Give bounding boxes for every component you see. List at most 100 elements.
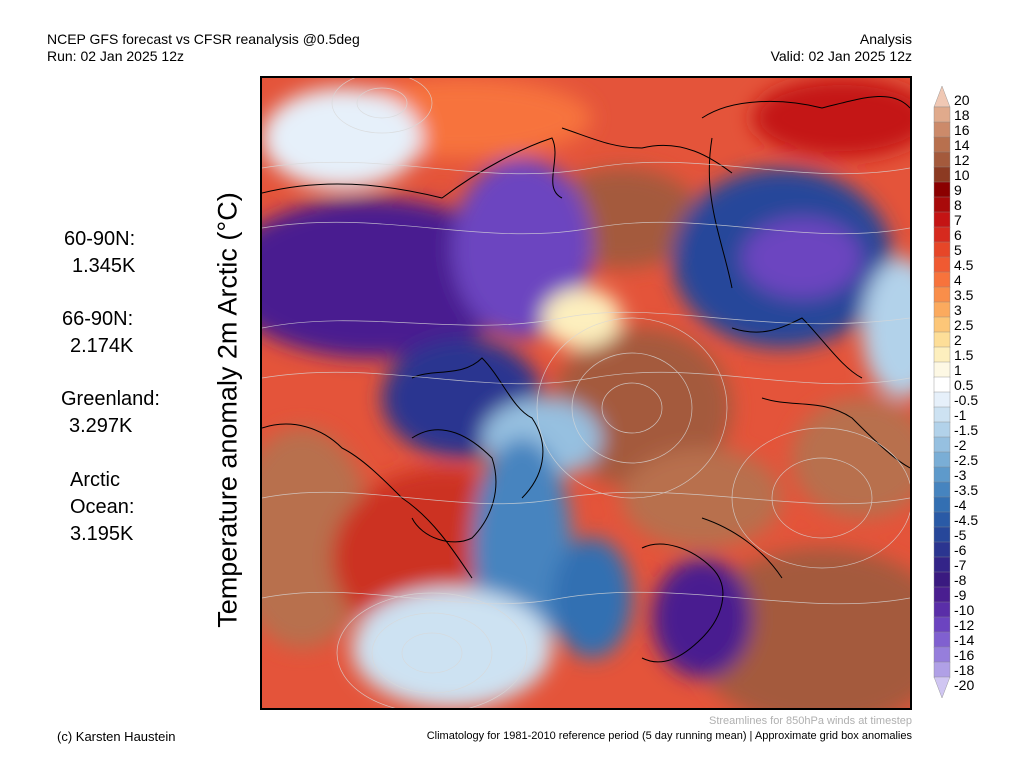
colorbar-swatch bbox=[933, 211, 951, 228]
stat-label: 60-90N: bbox=[64, 228, 136, 250]
colorbar-tick-label: 8 bbox=[954, 196, 962, 213]
colorbar-swatch bbox=[933, 661, 951, 678]
stat-66-90n: 66-90N: 2.174K bbox=[62, 306, 133, 360]
colorbar-swatch bbox=[933, 556, 951, 573]
colorbar-swatch bbox=[933, 241, 951, 258]
climatology-note: Climatology for 1981-2010 reference peri… bbox=[426, 730, 912, 742]
colorbar-swatch bbox=[933, 196, 951, 213]
run-time: Run: 02 Jan 2025 12z bbox=[47, 48, 184, 64]
stat-label: Greenland: bbox=[61, 388, 160, 410]
colorbar-tick-label: 2 bbox=[954, 331, 962, 348]
colorbar-swatch bbox=[933, 676, 951, 699]
colorbar-swatch bbox=[933, 376, 951, 393]
colorbar-tick-label: -3 bbox=[954, 466, 967, 483]
colorbar-tick-label: -4 bbox=[954, 496, 967, 513]
map-canvas bbox=[262, 78, 910, 708]
anomaly-field bbox=[262, 78, 910, 708]
map-title: NCEP GFS forecast vs CFSR reanalysis @0.… bbox=[47, 31, 360, 47]
stat-60-90n: 60-90N: 1.345K bbox=[64, 226, 135, 280]
colorbar-swatch bbox=[933, 436, 951, 453]
colorbar-swatch bbox=[933, 166, 951, 183]
colorbar-swatches bbox=[933, 85, 951, 699]
stat-label: Arctic bbox=[70, 469, 120, 491]
colorbar-swatch bbox=[933, 646, 951, 663]
colorbar-tick-label: -14 bbox=[954, 631, 975, 648]
colorbar-tick-label: -9 bbox=[954, 586, 967, 603]
colorbar-tick-label: -1.5 bbox=[954, 421, 979, 438]
stat-arctic-ocean: Arctic Ocean: 3.195K bbox=[70, 467, 134, 548]
colorbar-tick-label: -0.5 bbox=[954, 391, 979, 408]
colorbar-swatch bbox=[933, 151, 951, 168]
colorbar-tick-label: 7 bbox=[954, 211, 962, 228]
colorbar-tick-label: 4 bbox=[954, 271, 962, 288]
variable-label: Temperature anomaly 2m Arctic (°C) bbox=[212, 192, 243, 628]
stat-value: 3.297K bbox=[69, 415, 133, 437]
colorbar-swatch bbox=[933, 121, 951, 138]
colorbar-tick-label: 3.5 bbox=[954, 286, 974, 303]
colorbar-swatch bbox=[933, 541, 951, 558]
colorbar-tick-label: -4.5 bbox=[954, 511, 979, 528]
colorbar-swatch bbox=[933, 496, 951, 513]
colorbar-swatch bbox=[933, 601, 951, 618]
colorbar-swatch bbox=[933, 481, 951, 498]
colorbar-tick-label: 12 bbox=[954, 151, 970, 168]
header-left: NCEP GFS forecast vs CFSR reanalysis @0.… bbox=[47, 31, 360, 65]
colorbar-swatch bbox=[933, 271, 951, 288]
colorbar bbox=[932, 85, 952, 703]
colorbar-tick-label: -20 bbox=[954, 676, 975, 693]
colorbar-tick-label: 10 bbox=[954, 166, 970, 183]
valid-time: Valid: 02 Jan 2025 12z bbox=[770, 48, 912, 64]
colorbar-swatch bbox=[933, 181, 951, 198]
colorbar-tick-label: 6 bbox=[954, 226, 962, 243]
analysis-mode: Analysis bbox=[859, 31, 912, 47]
colorbar-swatch bbox=[933, 331, 951, 348]
colorbar-swatch bbox=[933, 421, 951, 438]
colorbar-tick-label: 2.5 bbox=[954, 316, 974, 333]
stat-value: 3.195K bbox=[70, 523, 134, 545]
colorbar-swatch bbox=[933, 301, 951, 318]
colorbar-swatch bbox=[933, 226, 951, 243]
stat-value: 1.345K bbox=[72, 255, 136, 277]
colorbar-tick-label: 16 bbox=[954, 121, 970, 138]
colorbar-swatch bbox=[933, 526, 951, 543]
streamlines bbox=[262, 78, 910, 708]
colorbar-tick-label: -16 bbox=[954, 646, 975, 663]
colorbar-swatch bbox=[933, 451, 951, 468]
colorbar-tick-label: 20 bbox=[954, 91, 970, 108]
colorbar-tick-label: 3 bbox=[954, 301, 962, 318]
colorbar-tick-label: 1.5 bbox=[954, 346, 974, 363]
colorbar-tick-label: -6 bbox=[954, 541, 967, 558]
credit: (c) Karsten Haustein bbox=[57, 729, 176, 744]
colorbar-swatch bbox=[933, 586, 951, 603]
colorbar-swatch bbox=[933, 616, 951, 633]
colorbar-swatch bbox=[933, 286, 951, 303]
colorbar-tick-label: 4.5 bbox=[954, 256, 974, 273]
colorbar-tick-label: -7 bbox=[954, 556, 967, 573]
colorbar-swatch bbox=[933, 346, 951, 363]
colorbar-swatch bbox=[933, 631, 951, 648]
colorbar-tick-label: 9 bbox=[954, 181, 962, 198]
colorbar-tick-label: -2.5 bbox=[954, 451, 979, 468]
coastlines bbox=[262, 95, 910, 663]
colorbar-tick-label: 0.5 bbox=[954, 376, 974, 393]
colorbar-swatch bbox=[933, 466, 951, 483]
colorbar-swatch bbox=[933, 85, 951, 108]
colorbar-swatch bbox=[933, 316, 951, 333]
colorbar-tick-label: -18 bbox=[954, 661, 975, 678]
stat-label: 66-90N: bbox=[62, 308, 134, 330]
colorbar-tick-label: -5 bbox=[954, 526, 967, 543]
colorbar-tick-label: 5 bbox=[954, 241, 962, 258]
colorbar-swatch bbox=[933, 136, 951, 153]
colorbar-tick-label: -10 bbox=[954, 601, 975, 618]
colorbar-tick-label: 14 bbox=[954, 136, 970, 153]
colorbar-swatch bbox=[933, 406, 951, 423]
stat-label-2: Ocean: bbox=[70, 496, 135, 518]
colorbar-swatch bbox=[933, 391, 951, 408]
colorbar-tick-label: -12 bbox=[954, 616, 975, 633]
colorbar-tick-label: -2 bbox=[954, 436, 967, 453]
colorbar-tick-label: -1 bbox=[954, 406, 967, 423]
colorbar-tick-label: -3.5 bbox=[954, 481, 979, 498]
colorbar-swatch bbox=[933, 571, 951, 588]
colorbar-swatch bbox=[933, 256, 951, 273]
stat-value: 2.174K bbox=[70, 335, 134, 357]
